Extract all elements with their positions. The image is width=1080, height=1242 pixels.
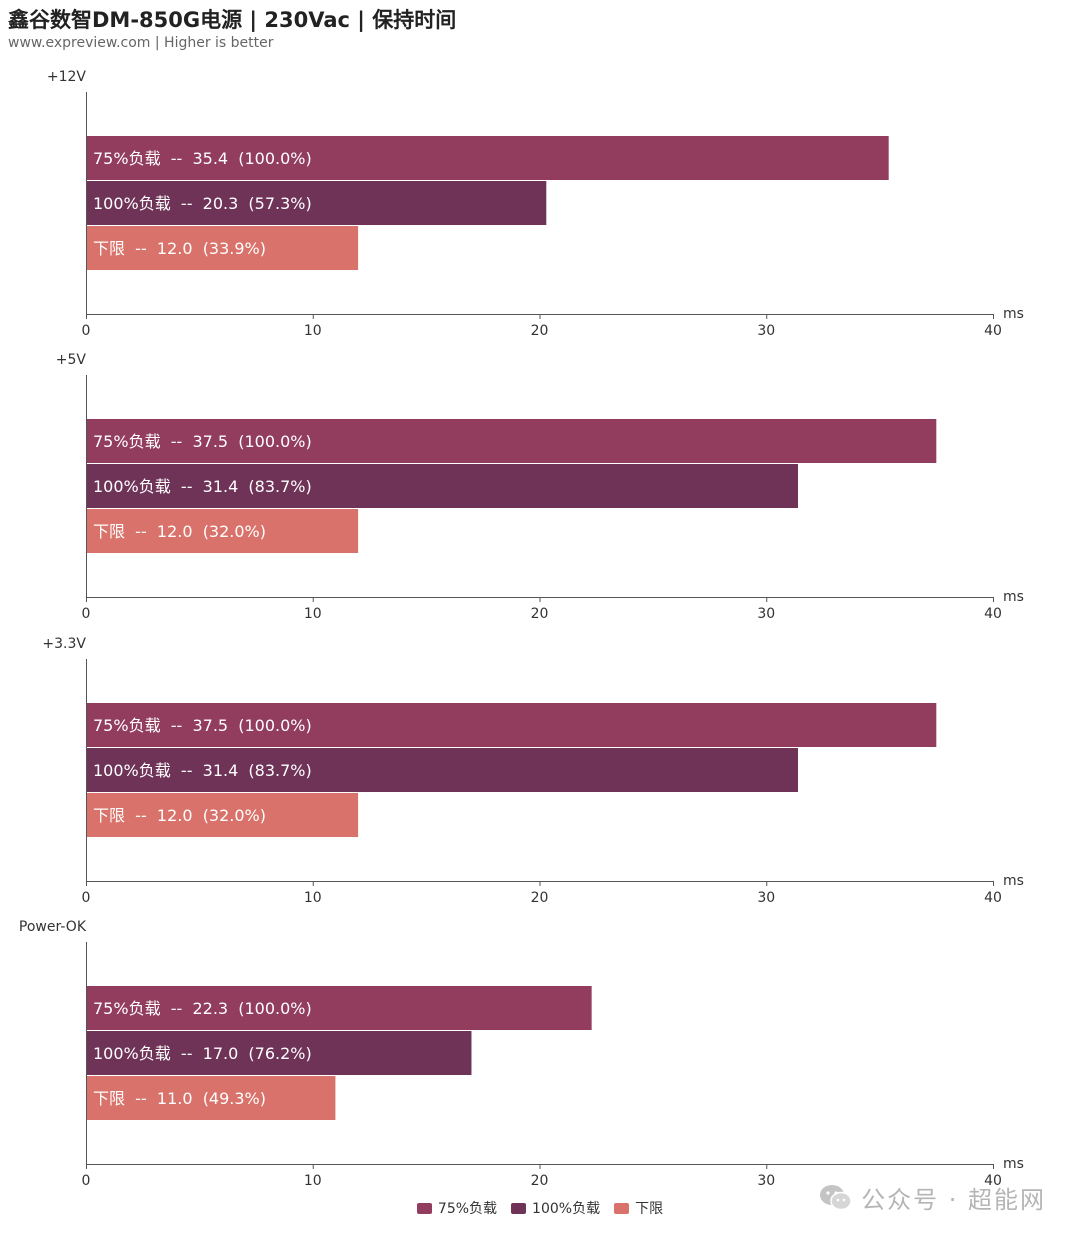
bar [87,419,937,463]
legend-item-min[interactable]: 下限 [614,1198,663,1218]
chart-subtitle: www.expreview.com | Higher is better [8,35,274,51]
x-tick-label: 30 [757,890,775,906]
x-tick-label: 30 [757,606,775,622]
legend-item-75[interactable]: 75%负载 [416,1198,498,1218]
x-axis-unit-label: ms [1003,873,1024,889]
bar [87,181,547,225]
x-tick-label: 30 [757,1173,775,1189]
bar [87,509,359,553]
bar-label: 100%负载 -- 20.3 (57.3%) [93,194,312,213]
bar-label: 100%负载 -- 17.0 (76.2%) [93,1044,312,1063]
wechat-icon [820,1184,852,1210]
x-tick-label: 20 [531,323,549,339]
bar [87,793,359,837]
chart-legend: 75%负载 100%负载 下限 [0,1197,1080,1219]
x-tick-label: 20 [531,606,549,622]
x-tick-label: 40 [984,890,1002,906]
x-axis-unit-label: ms [1003,1156,1024,1172]
bar-label: 下限 -- 12.0 (32.0%) [93,806,266,825]
bar-label: 下限 -- 12.0 (32.0%) [93,522,266,541]
bar-label: 75%负载 -- 22.3 (100.0%) [93,999,312,1018]
bar [87,136,889,180]
x-tick-label: 20 [531,890,549,906]
legend-label: 下限 [635,1201,664,1217]
legend-swatch [614,1202,630,1214]
legend-label: 75%负载 [437,1201,498,1217]
bar-label: 75%负载 -- 35.4 (100.0%) [93,149,312,168]
panel-title: +5V [56,352,87,368]
x-tick-label: 30 [757,323,775,339]
bar [87,703,937,747]
watermark-text: 公众号 · 超能网 [861,1186,1046,1214]
x-tick-label: 40 [984,323,1002,339]
panel-title: +12V [47,69,87,85]
bar-label: 75%负载 -- 37.5 (100.0%) [93,432,312,451]
chart-title: 鑫谷数智DM-850G电源 | 230Vac | 保持时间 [8,8,457,32]
x-tick-label: 0 [82,1173,91,1189]
x-tick-label: 10 [304,606,322,622]
x-tick-label: 0 [82,890,91,906]
bar [87,464,798,508]
x-tick-label: 40 [984,606,1002,622]
x-tick-label: 10 [304,890,322,906]
bar-label: 下限 -- 11.0 (49.3%) [93,1089,266,1108]
legend-item-100[interactable]: 100%负载 [511,1198,600,1218]
bar [87,226,359,270]
bar-label: 100%负载 -- 31.4 (83.7%) [93,477,312,496]
bar [87,1031,472,1075]
x-tick-label: 10 [304,1173,322,1189]
panel-title: +3.3V [42,636,86,652]
x-tick-label: 40 [984,1173,1002,1189]
x-tick-label: 10 [304,323,322,339]
legend-swatch [511,1202,527,1214]
watermark: 公众号 · 超能网 [819,1180,1046,1215]
legend-label: 100%负载 [532,1201,601,1217]
x-axis-unit-label: ms [1003,589,1024,605]
bar-label: 下限 -- 12.0 (33.9%) [93,239,266,258]
bar [87,748,798,792]
x-axis-unit-label: ms [1003,306,1024,322]
bar [87,1076,336,1120]
bar [87,986,592,1030]
x-tick-label: 0 [82,606,91,622]
legend-swatch [416,1202,432,1214]
bar-label: 75%负载 -- 37.5 (100.0%) [93,716,312,735]
bar-label: 100%负载 -- 31.4 (83.7%) [93,761,312,780]
x-tick-label: 20 [531,1173,549,1189]
x-tick-label: 0 [82,323,91,339]
panel-title: Power-OK [19,919,87,935]
